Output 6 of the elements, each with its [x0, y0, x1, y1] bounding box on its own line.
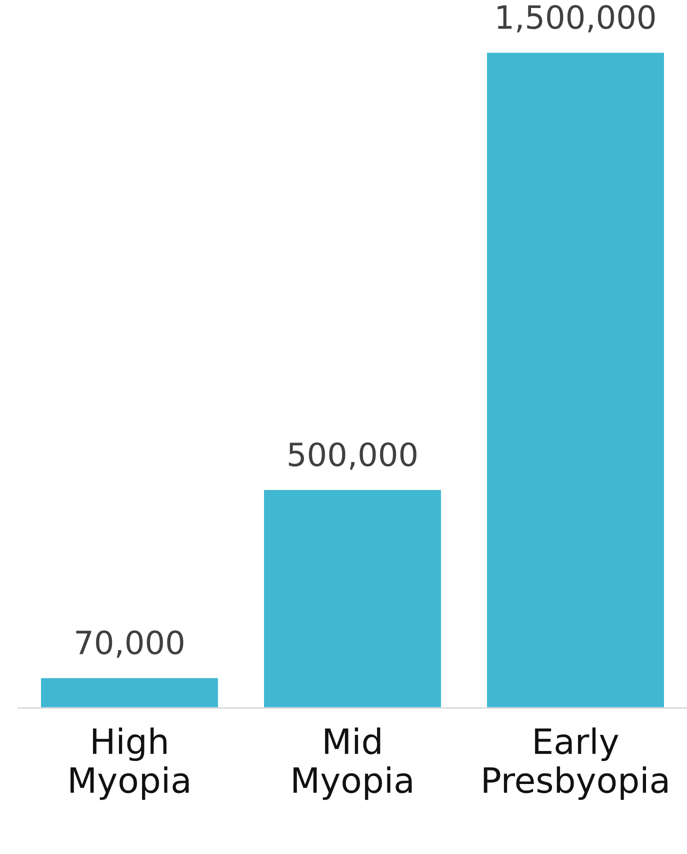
x-tick-label: Mid Myopia [294, 727, 412, 800]
x-tick-label: Early Presbyopia [484, 727, 668, 800]
data-label: 1,500,000 [498, 4, 655, 32]
x-tick-label: High Myopia [70, 727, 189, 800]
data-label: 500,000 [288, 442, 416, 470]
data-label: 70,000 [76, 630, 184, 658]
